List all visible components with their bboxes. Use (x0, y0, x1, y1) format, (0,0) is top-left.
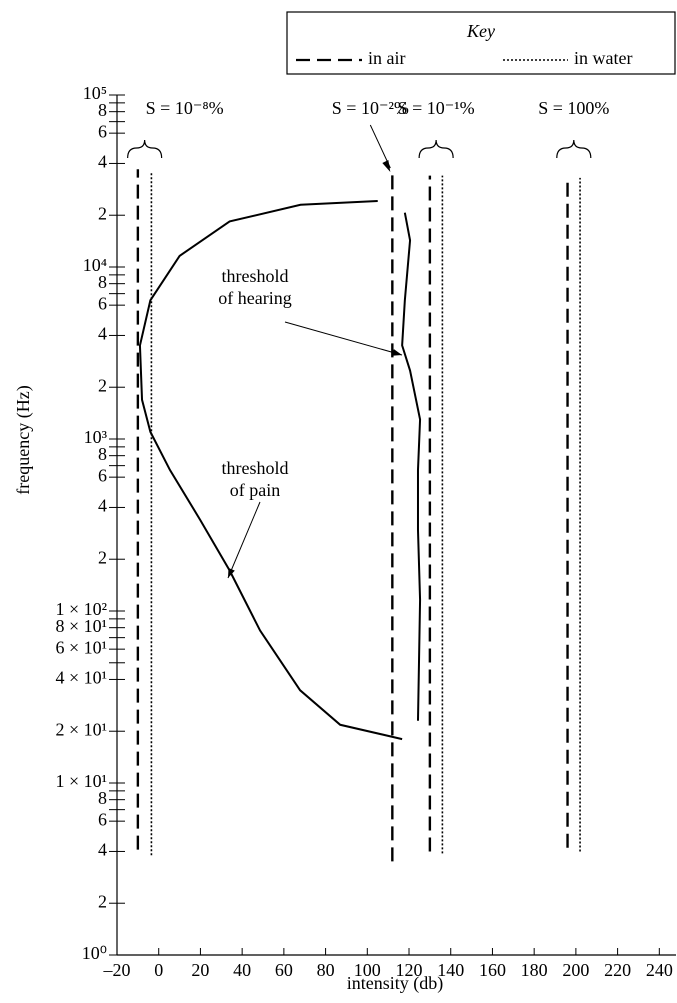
x-tick-label: 180 (521, 960, 548, 980)
y-tick-label: 8 (98, 100, 107, 120)
arrow-head (382, 160, 391, 172)
level-label: S = 10⁻⁸% (146, 98, 224, 118)
y-tick-label: 10⁰ (82, 943, 107, 963)
y-tick-label: 6 (98, 465, 107, 485)
y-tick-label: 2 × 10¹ (55, 719, 107, 739)
curve-arrow (227, 501, 261, 579)
y-tick-label: 8 × 10¹ (55, 616, 107, 636)
curve-arrow (284, 321, 403, 356)
y-tick-label: 10⁵ (83, 83, 107, 103)
x-axis-label: intensity (db) (347, 973, 444, 994)
arrow-head (228, 568, 235, 578)
y-tick-label: 2 (98, 375, 107, 395)
brace (556, 139, 592, 159)
y-tick-label: 6 (98, 121, 107, 141)
y-tick-label: 8 (98, 788, 107, 808)
x-tick-label: 0 (154, 960, 163, 980)
y-axis-label: frequency (Hz) (13, 385, 34, 494)
brace (127, 139, 163, 159)
x-tick-label: 140 (437, 960, 464, 980)
arrow-head (392, 349, 402, 356)
brace (418, 139, 454, 159)
x-tick-label: –20 (103, 960, 131, 980)
y-tick-label: 4 × 10¹ (55, 668, 107, 688)
curve-label: of hearing (218, 288, 291, 308)
y-tick-label: 1 × 10² (55, 599, 107, 619)
legend-air: in air (368, 48, 406, 68)
y-tick-label: 6 (98, 809, 107, 829)
y-tick-label: 2 (98, 891, 107, 911)
level-label: S = 10⁻¹% (398, 98, 475, 118)
y-tick-label: 8 (98, 444, 107, 464)
x-tick-label: 160 (479, 960, 506, 980)
y-tick-label: 8 (98, 272, 107, 292)
y-tick-label: 4 (98, 840, 107, 860)
x-tick-label: 240 (646, 960, 673, 980)
y-tick-label: 4 (98, 324, 107, 344)
x-tick-label: 120 (396, 960, 423, 980)
y-tick-label: 10⁴ (83, 255, 107, 275)
x-tick-label: 100 (354, 960, 381, 980)
level-label: S = 10⁻²% (332, 98, 409, 118)
x-tick-label: 220 (604, 960, 631, 980)
x-tick-label: 80 (317, 960, 335, 980)
legend-water: in water (574, 48, 632, 68)
curve-label: threshold (222, 266, 289, 286)
legend-box (286, 11, 676, 75)
x-tick-label: 40 (233, 960, 251, 980)
y-tick-label: 6 × 10¹ (55, 637, 107, 657)
y-tick-label: 10³ (84, 427, 108, 447)
x-tick-label: 60 (275, 960, 293, 980)
level-label: S = 100% (538, 98, 609, 118)
y-tick-label: 6 (98, 293, 107, 313)
curve-label: of pain (230, 480, 280, 500)
y-tick-label: 4 (98, 152, 107, 172)
legend-title: Key (466, 21, 495, 41)
curve (138, 199, 403, 741)
x-tick-label: 20 (191, 960, 209, 980)
curve (401, 212, 422, 721)
x-tick-label: 200 (562, 960, 589, 980)
curve-label: threshold (222, 458, 289, 478)
y-tick-label: 4 (98, 496, 107, 516)
y-tick-label: 1 × 10¹ (55, 771, 107, 791)
y-tick-label: 2 (98, 547, 107, 567)
y-tick-label: 2 (98, 203, 107, 223)
